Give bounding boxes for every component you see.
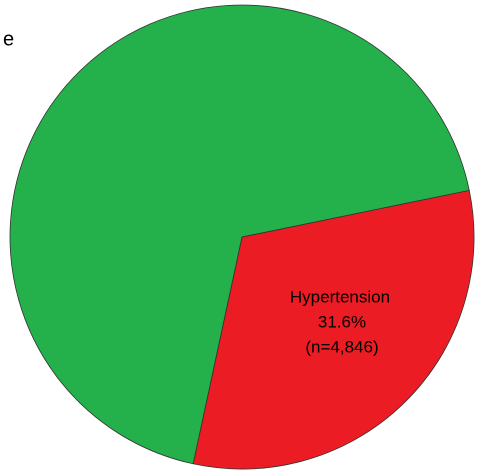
slice-value-label: 31.6%	[318, 312, 366, 331]
pie-slice	[192, 189, 475, 470]
pie-slice	[9, 4, 470, 465]
slice-label: Hypertension	[290, 287, 390, 306]
slice-label: e	[3, 28, 14, 50]
slice-count-label: (n=4,846)	[305, 337, 378, 356]
